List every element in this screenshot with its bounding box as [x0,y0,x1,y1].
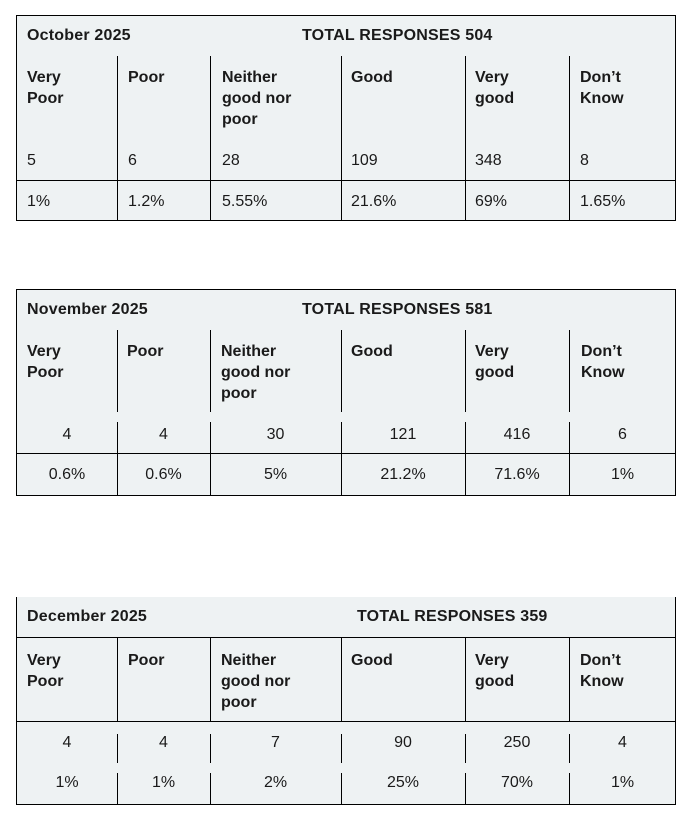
column-divider [210,330,211,412]
column-label-poor: Poor [128,69,165,86]
column-divider [465,56,466,221]
count-poor: 4 [159,426,168,443]
column-divider [465,330,466,412]
column-label-very-good: Very good [475,69,515,107]
count-very-poor: 4 [62,734,72,751]
survey-table-october: October 2025 TOTAL RESPONSES 504 Very Poo… [16,15,676,221]
column-divider [341,56,342,221]
count-neither: 7 [271,734,280,751]
column-divider [341,330,342,412]
percent-neither: 5.55% [222,193,268,210]
column-label-very-poor: Very Poor [27,69,64,107]
column-label-poor: Poor [127,343,164,360]
percent-very-poor: 0.6% [48,466,86,483]
column-divider [569,422,570,496]
percent-very-poor: 1% [27,193,51,210]
column-divider [117,734,118,763]
column-divider [117,773,118,804]
count-very-good: 250 [503,734,531,751]
row-divider [17,453,675,454]
count-good: 109 [351,152,378,169]
column-divider [465,734,466,763]
row-divider [17,721,675,722]
percent-good: 21.2% [380,466,426,483]
count-poor: 6 [128,152,137,169]
count-dont-know: 4 [618,734,627,751]
month-label: December 2025 [27,608,148,625]
percent-very-good: 70% [500,774,534,791]
column-divider [210,637,211,721]
column-label-good: Good [351,343,393,360]
column-label-neither: Neither good nor poor [221,343,291,402]
table-header: October 2025 TOTAL RESPONSES 504 [17,16,675,56]
count-very-good: 348 [475,152,502,169]
column-divider [210,734,211,763]
percent-dont-know: 1% [610,466,635,483]
month-label: November 2025 [27,301,148,318]
column-divider [117,330,118,412]
column-label-very-good: Very good [475,343,515,381]
percent-very-good: 71.6% [494,466,540,483]
column-label-neither: Neither good nor poor [222,69,292,128]
column-divider [569,773,570,804]
column-label-dont-know: Don’t Know [580,69,624,107]
count-good: 90 [394,734,412,751]
column-divider [465,773,466,804]
percent-dont-know: 1.65% [580,193,626,210]
column-label-good: Good [351,652,393,669]
percent-good: 25% [386,774,420,791]
survey-table-december: December 2025 TOTAL RESPONSES 359 Very Po… [16,597,676,805]
column-divider [465,637,466,721]
column-label-very-good: Very good [475,652,515,690]
column-divider [569,330,570,412]
count-dont-know: 8 [580,152,589,169]
percent-poor: 1.2% [128,193,165,210]
count-very-poor: 5 [27,152,36,169]
column-divider [465,422,466,496]
column-divider [210,422,211,496]
column-label-very-poor: Very Poor [27,343,64,381]
percent-good: 21.6% [351,193,397,210]
column-divider [210,773,211,804]
column-divider [117,422,118,496]
table-header: November 2025 TOTAL RESPONSES 581 [17,290,675,330]
column-label-dont-know: Don’t Know [580,652,624,690]
column-divider [569,56,570,221]
table-header: December 2025 TOTAL RESPONSES 359 [17,597,675,638]
percent-very-poor: 1% [55,774,79,791]
row-divider [17,180,675,181]
column-divider [569,734,570,763]
column-label-poor: Poor [128,652,165,669]
count-poor: 4 [159,734,168,751]
column-divider [341,734,342,763]
column-divider [341,422,342,496]
column-label-good: Good [351,69,393,86]
total-responses: TOTAL RESPONSES 359 [357,608,548,625]
count-dont-know: 6 [618,426,627,443]
column-label-dont-know: Don’t Know [581,343,625,381]
percent-neither: 2% [263,774,288,791]
percent-very-good: 69% [475,193,508,210]
column-divider [569,637,570,721]
column-divider [341,637,342,721]
column-divider [117,637,118,721]
count-very-good: 416 [503,426,531,443]
count-good: 121 [389,426,417,443]
percent-neither: 5% [263,466,288,483]
percent-poor: 0.6% [145,466,182,483]
column-label-very-poor: Very Poor [27,652,64,690]
total-responses: TOTAL RESPONSES 504 [302,27,493,44]
column-divider [210,56,211,221]
count-neither: 28 [222,152,240,169]
percent-poor: 1% [151,774,176,791]
percent-dont-know: 1% [610,774,635,791]
total-responses: TOTAL RESPONSES 581 [302,301,493,318]
survey-table-november: November 2025 TOTAL RESPONSES 581 Very Po… [16,289,676,496]
month-label: October 2025 [27,27,131,44]
column-label-neither: Neither good nor poor [221,652,291,711]
count-neither: 30 [266,426,285,443]
column-divider [341,773,342,804]
column-divider [117,56,118,221]
count-very-poor: 4 [62,426,72,443]
